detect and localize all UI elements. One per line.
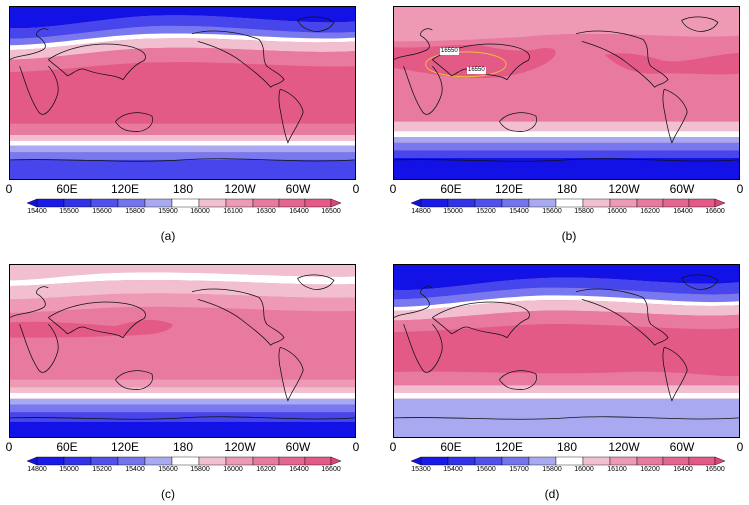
x-tick-a-6: 0 (352, 182, 360, 196)
map-d (393, 264, 740, 438)
cbar-label: 15600 (92, 208, 112, 215)
cbar-label: 15700 (509, 466, 529, 473)
cbar-label: 15800 (190, 466, 210, 473)
cbar-label: 15000 (59, 466, 79, 473)
cbar-label: 15400 (125, 466, 145, 473)
x-tick-b-5: 60W (669, 182, 695, 196)
cbar-label: 16600 (705, 208, 725, 215)
map-b: 16550 16550 (393, 6, 740, 180)
cbar-label: 16200 (640, 466, 660, 473)
x-tick-b-3: 180 (556, 182, 578, 196)
colorbar-labels-d: 15300 15400 15600 15700 15800 16000 1610… (411, 466, 724, 476)
cbar-label: 15900 (158, 208, 178, 215)
coastlines-a (10, 16, 355, 162)
coastlines-b (394, 16, 739, 162)
cbar-label: 15500 (59, 208, 79, 215)
cbar-label: 15400 (27, 208, 47, 215)
cbar-label: 15800 (542, 466, 562, 473)
panel-label-a: (a) (160, 229, 176, 243)
cbar-label: 15300 (411, 466, 431, 473)
cbar-label: 16500 (705, 466, 725, 473)
panel-label-c: (c) (161, 487, 175, 501)
cbar-label: 16000 (574, 466, 594, 473)
cbar-label: 16400 (673, 208, 693, 215)
cbar-label: 15600 (158, 466, 178, 473)
coastlines-d (394, 274, 739, 420)
x-tick-a-5: 60W (285, 182, 311, 196)
panel-label-d: (d) (544, 487, 560, 501)
colorbar-labels-c: 14800 15000 15200 15400 15600 15800 1600… (27, 466, 340, 476)
x-tick-c-2: 120E (110, 440, 140, 454)
cbar-label: 15200 (476, 208, 496, 215)
cbar-label: 16000 (607, 208, 627, 215)
colorbar-b (410, 198, 726, 208)
cbar-label: 15800 (125, 208, 145, 215)
cbar-label: 16300 (256, 208, 276, 215)
x-tick-b-4: 120W (608, 182, 640, 196)
x-tick-c-1: 60E (56, 440, 78, 454)
contour-label: 16550 (440, 48, 459, 55)
contour-label: 16550 (467, 67, 486, 74)
map-c (9, 264, 356, 438)
colorbar-d (410, 456, 726, 466)
colorbar-labels-a: 15400 15500 15600 15800 15900 16000 1610… (27, 208, 340, 218)
cbar-label: 15600 (542, 208, 562, 215)
colorbar-c (26, 456, 342, 466)
x-tick-b-2: 120E (494, 182, 524, 196)
x-tick-b-6: 0 (736, 182, 744, 196)
x-tick-d-0: 0 (389, 440, 397, 454)
x-tick-d-3: 180 (556, 440, 578, 454)
height-field-d (394, 265, 739, 437)
cbar-label: 15200 (92, 466, 112, 473)
x-tick-b-0: 0 (389, 182, 397, 196)
cbar-label: 15000 (443, 208, 463, 215)
cbar-label: 16200 (640, 208, 660, 215)
panel-a: 0 60E 120E 180 120W 60W 0 15400 15500 15… (0, 0, 370, 247)
x-tick-a-2: 120E (110, 182, 140, 196)
x-tick-d-2: 120E (494, 440, 524, 454)
coastlines-c (10, 274, 355, 420)
x-tick-b-1: 60E (440, 182, 462, 196)
cbar-label: 16500 (321, 208, 341, 215)
height-field-b (394, 7, 739, 179)
cbar-label: 16100 (223, 208, 243, 215)
cbar-label: 14800 (411, 208, 431, 215)
x-tick-d-4: 120W (608, 440, 640, 454)
x-tick-c-4: 120W (224, 440, 256, 454)
x-tick-d-1: 60E (440, 440, 462, 454)
panel-label-b: (b) (561, 229, 577, 243)
height-field-a (10, 7, 355, 179)
cbar-label: 16000 (190, 208, 210, 215)
cbar-label: 16400 (289, 208, 309, 215)
cbar-label: 16400 (673, 466, 693, 473)
x-tick-d-5: 60W (669, 440, 695, 454)
colorbar-a (26, 198, 342, 208)
panel-b: 16550 16550 0 60E 120E 180 120W 60W 0 14… (384, 0, 749, 247)
cbar-label: 15400 (443, 466, 463, 473)
cbar-label: 16400 (289, 466, 309, 473)
x-tick-a-4: 120W (224, 182, 256, 196)
cbar-label: 16000 (223, 466, 243, 473)
cbar-label: 16600 (321, 466, 341, 473)
x-tick-c-3: 180 (172, 440, 194, 454)
colorbar-labels-b: 14800 15000 15200 15400 15600 15800 1600… (411, 208, 724, 218)
panel-d: 0 60E 120E 180 120W 60W 0 15300 15400 15… (384, 258, 749, 505)
x-tick-c-6: 0 (352, 440, 360, 454)
map-a (9, 6, 356, 180)
x-tick-a-3: 180 (172, 182, 194, 196)
cbar-label: 16100 (607, 466, 627, 473)
x-tick-d-6: 0 (736, 440, 744, 454)
cbar-label: 15400 (509, 208, 529, 215)
height-field-c (10, 265, 355, 437)
cbar-label: 15800 (574, 208, 594, 215)
x-tick-c-0: 0 (5, 440, 13, 454)
x-tick-c-5: 60W (285, 440, 311, 454)
cbar-label: 16200 (256, 466, 276, 473)
x-tick-a-1: 60E (56, 182, 78, 196)
panel-c: 0 60E 120E 180 120W 60W 0 14800 15000 15… (0, 258, 370, 505)
cbar-label: 14800 (27, 466, 47, 473)
cbar-label: 15600 (476, 466, 496, 473)
x-tick-a-0: 0 (5, 182, 13, 196)
